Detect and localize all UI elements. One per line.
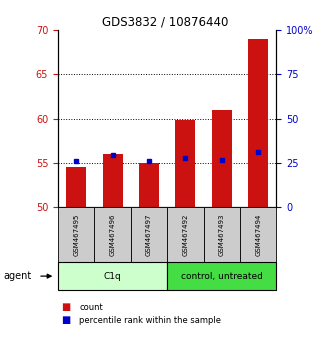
Text: count: count: [79, 303, 103, 312]
Bar: [103, 154, 122, 207]
Bar: [66, 167, 86, 207]
Bar: [139, 163, 159, 207]
Bar: [212, 110, 232, 207]
Bar: [175, 120, 195, 207]
Bar: [248, 39, 268, 207]
Text: control, untreated: control, untreated: [181, 272, 263, 281]
Text: GDS3832 / 10876440: GDS3832 / 10876440: [102, 16, 229, 29]
Text: percentile rank within the sample: percentile rank within the sample: [79, 316, 221, 325]
Text: GSM467495: GSM467495: [73, 213, 79, 256]
Text: agent: agent: [3, 271, 31, 281]
Text: ■: ■: [61, 315, 71, 325]
Text: ■: ■: [61, 302, 71, 312]
Text: GSM467496: GSM467496: [110, 213, 116, 256]
Text: GSM467493: GSM467493: [219, 213, 225, 256]
Text: GSM467497: GSM467497: [146, 213, 152, 256]
Text: GSM467492: GSM467492: [182, 213, 188, 256]
Text: GSM467494: GSM467494: [255, 213, 261, 256]
Text: C1q: C1q: [104, 272, 121, 281]
